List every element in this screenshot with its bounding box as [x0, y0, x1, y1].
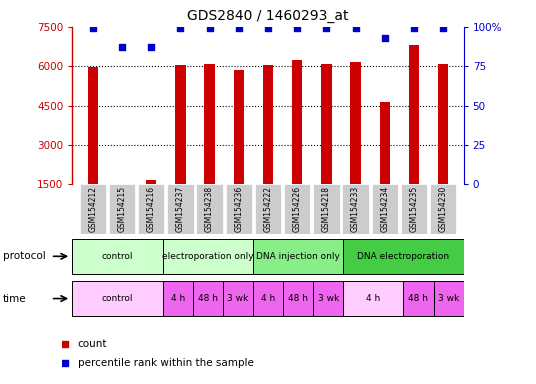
- FancyBboxPatch shape: [430, 184, 456, 234]
- Text: DNA electroporation: DNA electroporation: [358, 252, 450, 261]
- Text: count: count: [78, 339, 107, 349]
- Point: [235, 25, 243, 31]
- Point: [439, 25, 448, 31]
- Text: GSM154235: GSM154235: [410, 186, 419, 232]
- FancyBboxPatch shape: [162, 239, 253, 274]
- Text: GSM154236: GSM154236: [234, 186, 243, 232]
- FancyBboxPatch shape: [253, 239, 343, 274]
- FancyBboxPatch shape: [80, 184, 106, 234]
- Bar: [146, 180, 157, 184]
- Text: GSM154234: GSM154234: [381, 186, 389, 232]
- FancyBboxPatch shape: [193, 281, 223, 316]
- FancyBboxPatch shape: [255, 184, 281, 234]
- Text: control: control: [102, 294, 133, 303]
- Text: GSM154237: GSM154237: [176, 186, 185, 232]
- Point: [118, 44, 126, 50]
- Text: 48 h: 48 h: [408, 294, 428, 303]
- Bar: [205, 64, 215, 184]
- Point: [88, 25, 97, 31]
- Text: 3 wk: 3 wk: [438, 294, 459, 303]
- Text: DNA injection only: DNA injection only: [256, 252, 340, 261]
- FancyBboxPatch shape: [223, 281, 253, 316]
- Text: percentile rank within the sample: percentile rank within the sample: [78, 358, 254, 368]
- FancyBboxPatch shape: [167, 184, 193, 234]
- Point: [205, 25, 214, 31]
- Title: GDS2840 / 1460293_at: GDS2840 / 1460293_at: [187, 9, 349, 23]
- Text: protocol: protocol: [3, 251, 46, 262]
- FancyBboxPatch shape: [434, 281, 464, 316]
- Text: GSM154233: GSM154233: [351, 186, 360, 232]
- Text: 3 wk: 3 wk: [317, 294, 339, 303]
- Bar: [117, 184, 127, 185]
- Text: 4 h: 4 h: [261, 294, 275, 303]
- Bar: [409, 45, 419, 184]
- FancyBboxPatch shape: [313, 184, 339, 234]
- Text: GSM154226: GSM154226: [293, 186, 302, 232]
- FancyBboxPatch shape: [162, 281, 193, 316]
- Text: GSM154222: GSM154222: [264, 186, 272, 232]
- Text: 48 h: 48 h: [198, 294, 218, 303]
- FancyBboxPatch shape: [284, 184, 310, 234]
- Bar: [292, 60, 302, 184]
- FancyBboxPatch shape: [72, 239, 162, 274]
- Text: 48 h: 48 h: [288, 294, 308, 303]
- Point: [322, 25, 331, 31]
- Bar: [263, 65, 273, 184]
- Text: control: control: [102, 252, 133, 261]
- FancyBboxPatch shape: [343, 184, 369, 234]
- Point: [410, 25, 418, 31]
- FancyBboxPatch shape: [343, 239, 464, 274]
- Bar: [351, 62, 361, 184]
- FancyBboxPatch shape: [72, 281, 162, 316]
- Text: GSM154218: GSM154218: [322, 186, 331, 232]
- Point: [381, 35, 389, 41]
- FancyBboxPatch shape: [109, 184, 135, 234]
- Text: electroporation only: electroporation only: [162, 252, 254, 261]
- FancyBboxPatch shape: [138, 184, 165, 234]
- Text: time: time: [3, 293, 26, 304]
- FancyBboxPatch shape: [197, 184, 223, 234]
- FancyBboxPatch shape: [253, 281, 283, 316]
- Text: GSM154212: GSM154212: [88, 186, 98, 232]
- FancyBboxPatch shape: [401, 184, 427, 234]
- Bar: [321, 65, 331, 184]
- Text: 4 h: 4 h: [366, 294, 381, 303]
- Text: 4 h: 4 h: [170, 294, 185, 303]
- Text: GSM154215: GSM154215: [117, 186, 126, 232]
- FancyBboxPatch shape: [371, 184, 398, 234]
- Bar: [88, 67, 98, 184]
- Text: GSM154230: GSM154230: [438, 186, 448, 232]
- Text: 3 wk: 3 wk: [227, 294, 249, 303]
- Text: GSM154238: GSM154238: [205, 186, 214, 232]
- Point: [351, 25, 360, 31]
- FancyBboxPatch shape: [404, 281, 434, 316]
- Point: [264, 25, 272, 31]
- Bar: [234, 70, 244, 184]
- Point: [61, 360, 69, 366]
- Bar: [175, 65, 185, 184]
- FancyBboxPatch shape: [343, 281, 404, 316]
- Point: [61, 341, 69, 347]
- Text: GSM154216: GSM154216: [147, 186, 155, 232]
- FancyBboxPatch shape: [226, 184, 252, 234]
- Bar: [438, 65, 448, 184]
- FancyBboxPatch shape: [283, 281, 313, 316]
- FancyBboxPatch shape: [313, 281, 343, 316]
- Point: [176, 25, 185, 31]
- Point: [293, 25, 301, 31]
- Bar: [379, 103, 390, 184]
- Point: [147, 44, 155, 50]
